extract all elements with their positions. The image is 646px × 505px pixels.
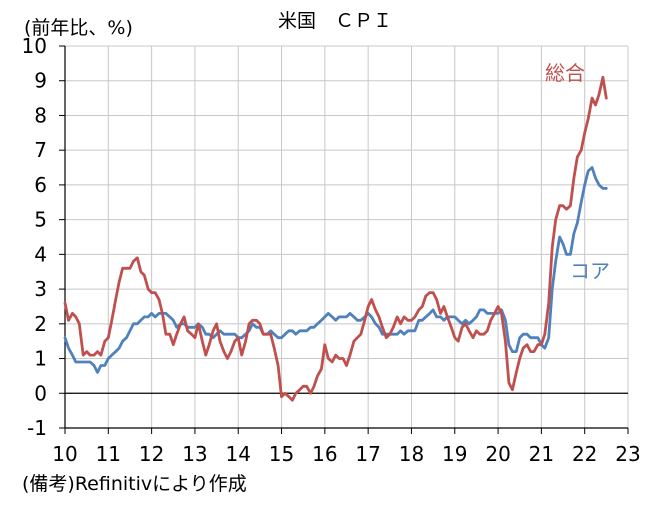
y-tick-label: 1: [34, 347, 47, 371]
series-lines: [63, 75, 608, 402]
series-line-core: [63, 166, 608, 374]
x-tick-label: 12: [139, 442, 164, 466]
x-tick-label: 23: [615, 442, 640, 466]
source-note: (備考)Refinitivにより作成: [22, 473, 247, 495]
x-tick-label: 16: [312, 442, 337, 466]
y-tick-label: 0: [34, 381, 47, 405]
x-tick-label: 19: [442, 442, 467, 466]
y-tick-labels: -1 0 1 2 3 4 5 6 7 8 9 10: [22, 34, 47, 440]
y-tick-label: 5: [34, 208, 47, 232]
y-tick-label: 6: [34, 173, 47, 197]
x-tick-label: 18: [399, 442, 424, 466]
x-tick-label: 10: [52, 442, 77, 466]
x-tick-labels: 10 11 12 13 14 15 16 17 18 19 20 21 22 23: [52, 442, 640, 466]
y-axis-unit-label: (前年比、%): [24, 17, 133, 39]
chart-title: 米国 ＣＰＩ: [278, 10, 392, 32]
axes: [59, 45, 629, 434]
x-tick-label: 20: [485, 442, 510, 466]
y-tick-label: 8: [34, 103, 47, 127]
x-tick-label: 13: [182, 442, 207, 466]
x-tick-label: 17: [355, 442, 380, 466]
series-label-core: コア: [570, 259, 610, 283]
series-label-overall: 総合: [545, 61, 585, 85]
y-tick-label: 9: [34, 69, 47, 93]
x-tick-label: 21: [529, 442, 554, 466]
y-tick-label: -1: [27, 416, 47, 440]
y-tick-label: 10: [22, 34, 47, 58]
x-tick-label: 22: [572, 442, 597, 466]
x-tick-label: 11: [96, 442, 121, 466]
grid: [64, 45, 629, 429]
x-tick-label: 14: [226, 442, 251, 466]
series-line-overall: [63, 75, 608, 402]
y-tick-label: 4: [34, 242, 47, 266]
y-tick-label: 7: [34, 138, 47, 162]
y-tick-label: 3: [34, 277, 47, 301]
y-tick-label: 2: [34, 312, 47, 336]
x-tick-label: 15: [269, 442, 294, 466]
